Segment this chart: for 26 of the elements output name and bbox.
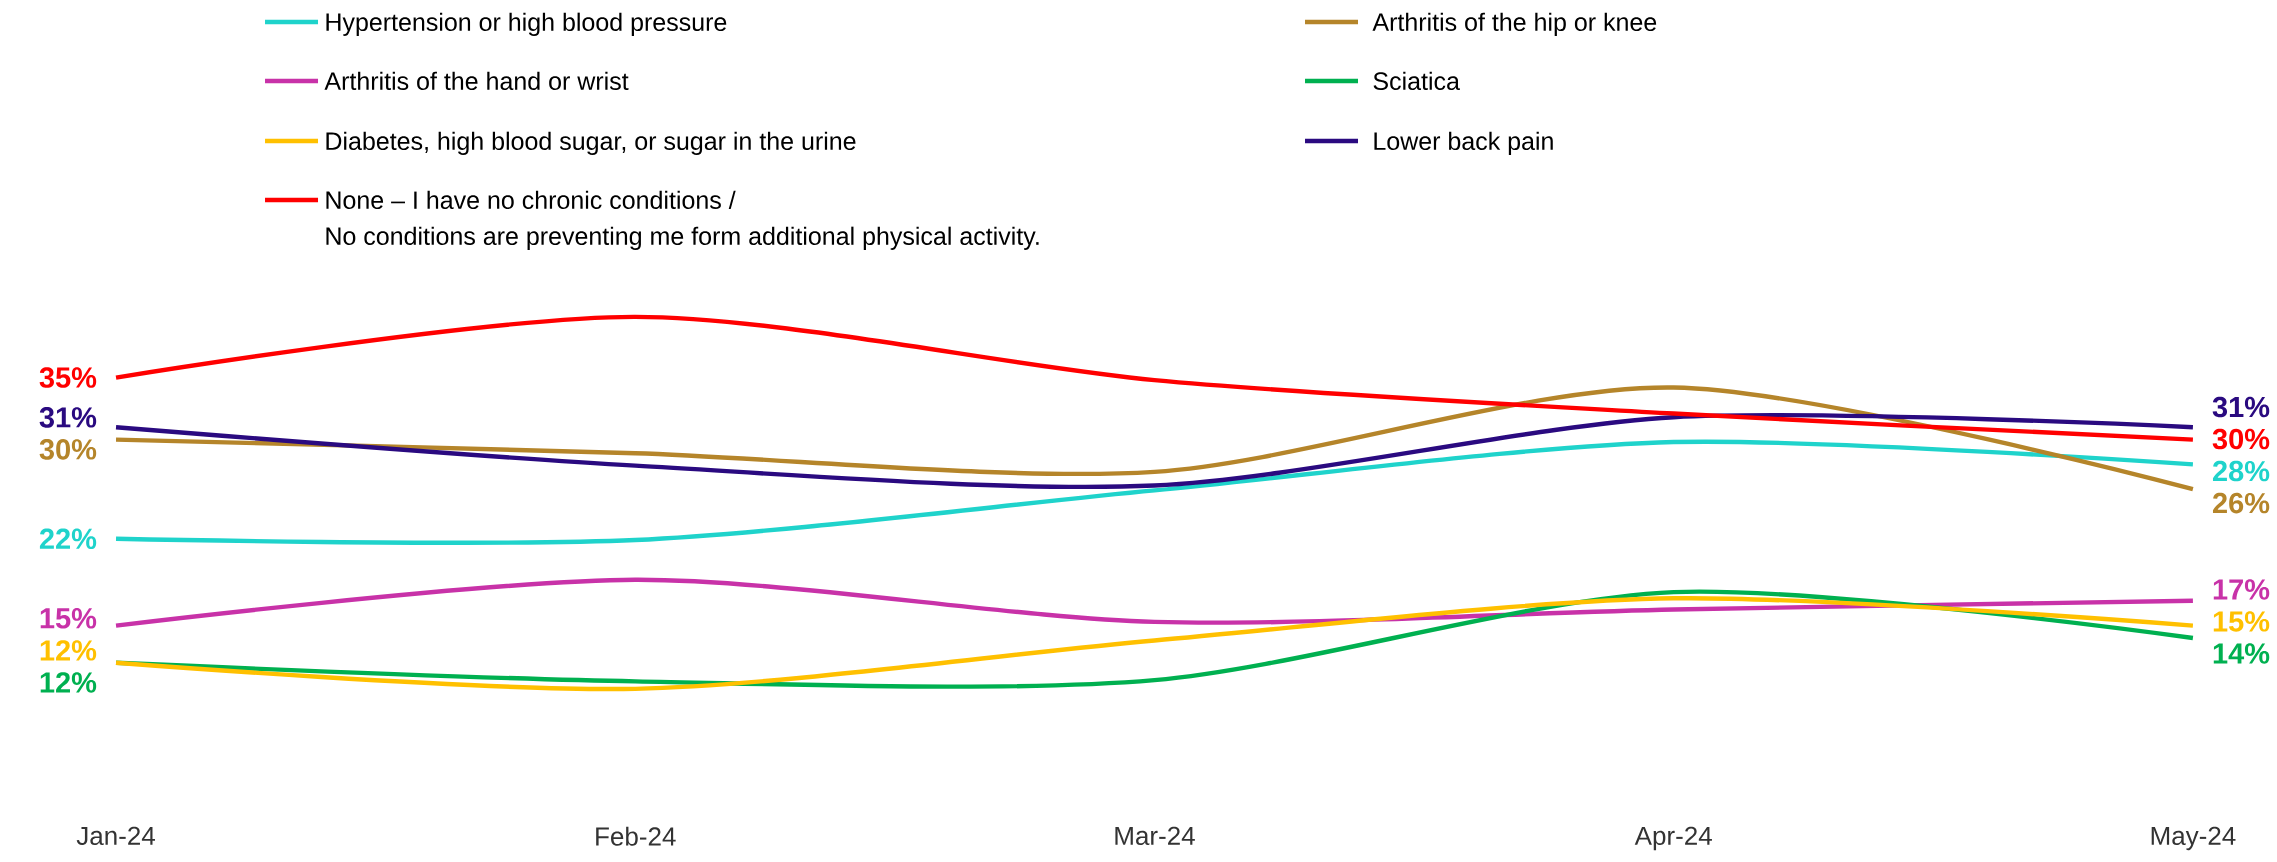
data-label: 22% — [39, 528, 97, 550]
x-tick-label: May-24 — [2151, 826, 2236, 851]
data-label: 15% — [2213, 611, 2270, 632]
x-tick-label: Mar-24 — [1115, 826, 1195, 846]
legend-label: None – I have no chronic conditions / No conditions are preventing me form additional physical activity. — [326, 190, 1039, 250]
legend-label: Diabetes, high blood sugar, or sugar in the urine — [326, 131, 856, 155]
data-label: 30% — [2212, 428, 2270, 450]
x-tick-label: Feb-24 — [596, 826, 676, 846]
data-label: 12% — [40, 640, 97, 661]
data-label: 17% — [2213, 579, 2270, 600]
data-label: 12% — [40, 672, 97, 693]
data-label: 31% — [2212, 396, 2270, 418]
data-label: 31% — [39, 407, 97, 428]
legend-label: Lower back pain — [1374, 131, 1553, 155]
data-label: 30% — [39, 439, 97, 460]
data-label: 15% — [40, 608, 97, 629]
data-label: 14% — [2213, 643, 2270, 664]
legend-label: Hypertension or high blood pressure — [326, 12, 727, 36]
legend-label: Sciatica — [1373, 71, 1460, 91]
data-label: 26% — [2212, 492, 2270, 514]
legend-label: Arthritis of the hand or wrist — [324, 71, 629, 91]
legend-label: Arthritis of the hip or knee — [1372, 12, 1657, 36]
data-label: 28% — [2212, 460, 2270, 482]
x-tick-label: Jan-24 — [76, 826, 155, 846]
x-tick-label: Apr-24 — [1634, 826, 1712, 851]
data-label: 35% — [39, 367, 97, 388]
